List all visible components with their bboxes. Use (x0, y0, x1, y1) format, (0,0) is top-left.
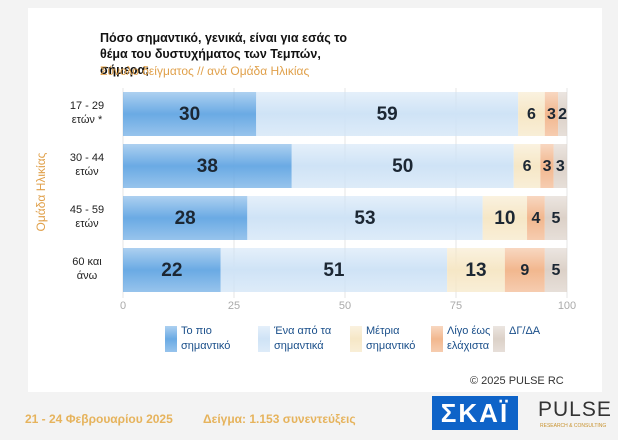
bar-segment (123, 196, 248, 240)
y-tick-label: 30 - 44 ετών (69, 152, 105, 178)
bar-segment (447, 248, 505, 292)
bar-segment (247, 196, 483, 240)
legend-swatch (431, 326, 443, 352)
data-label: 30 (179, 104, 200, 125)
legend-label: Λίγο έως ελάχιστα (447, 325, 491, 352)
data-label: 10 (494, 208, 515, 229)
bar-segment (544, 248, 567, 292)
legend-label: Μέτρια σημαντικό (366, 325, 416, 352)
chart-title: Πόσο σημαντικό, γενικά, είναι για εσάς τ… (100, 31, 348, 77)
data-label: 59 (377, 104, 398, 125)
legend-swatch (165, 326, 177, 352)
data-label: 51 (323, 260, 345, 281)
x-tick-label: 25 (228, 300, 240, 312)
bar-segment (527, 196, 545, 240)
bar-segment (518, 92, 545, 136)
data-label: 6 (527, 106, 536, 123)
data-label: 3 (556, 158, 565, 175)
data-label: 5 (551, 262, 560, 279)
legend-label: ΔΓ/ΔΑ (509, 325, 541, 337)
y-tick-label: 60 και άνω (72, 256, 102, 282)
bar-segment (513, 144, 541, 188)
data-label: 28 (175, 208, 196, 229)
bar-segment (544, 196, 567, 240)
bar-segment (544, 92, 559, 136)
data-label: 50 (392, 156, 413, 177)
data-label: 3 (547, 106, 556, 123)
data-label: 6 (523, 158, 532, 175)
bar-segment (291, 144, 514, 188)
footer-date: 21 - 24 Φεβρουαρίου 2025 (25, 412, 173, 426)
legend-swatch (258, 326, 270, 352)
data-label: 38 (197, 156, 218, 177)
data-label: 9 (520, 262, 529, 279)
y-tick-label: 45 - 59 ετών (69, 204, 105, 230)
bar-segment (220, 248, 448, 292)
y-axis-label: Ομάδα Ηλικίας (34, 152, 48, 231)
bar-segment (256, 92, 519, 136)
logo-pulse: PULSE (538, 398, 612, 421)
data-label: 53 (354, 208, 375, 229)
bar-segment (123, 248, 221, 292)
x-tick-label: 0 (120, 300, 126, 312)
footer-sample: Δείγμα: 1.153 συνεντεύξεις (203, 412, 356, 426)
legend-label: Ένα από τα σημαντικά (274, 325, 332, 352)
data-label: 2 (558, 106, 567, 123)
x-tick-label: 50 (339, 300, 351, 312)
data-label: 5 (551, 210, 560, 227)
data-label: 13 (465, 260, 486, 281)
bar-segment (558, 92, 567, 136)
y-tick-label: 17 - 29 ετών * (69, 100, 105, 126)
x-tick-label: 75 (450, 300, 462, 312)
chart-subtitle: Σύνολο δείγματος // ανά Ομάδα Ηλικίας (100, 64, 310, 78)
bar-segment (504, 248, 545, 292)
x-tick-label: 100 (558, 300, 576, 312)
legend-swatch (350, 326, 362, 352)
bar-segment (482, 196, 528, 240)
bar-segment (123, 92, 257, 136)
bar-segment (553, 144, 567, 188)
bar-segment (540, 144, 554, 188)
logo-skai: ΣΚΑΪ (432, 396, 518, 430)
bar-segment (123, 144, 292, 188)
logo-pulse-sub: RESEARCH & CONSULTING (540, 423, 607, 429)
data-label: 3 (543, 158, 552, 175)
data-label: 4 (531, 210, 540, 227)
legend-swatch (493, 326, 505, 352)
legend-label: Το πιο σημαντικό (181, 325, 231, 352)
data-label: 22 (161, 260, 182, 281)
copyright: © 2025 PULSE RC (470, 375, 564, 387)
